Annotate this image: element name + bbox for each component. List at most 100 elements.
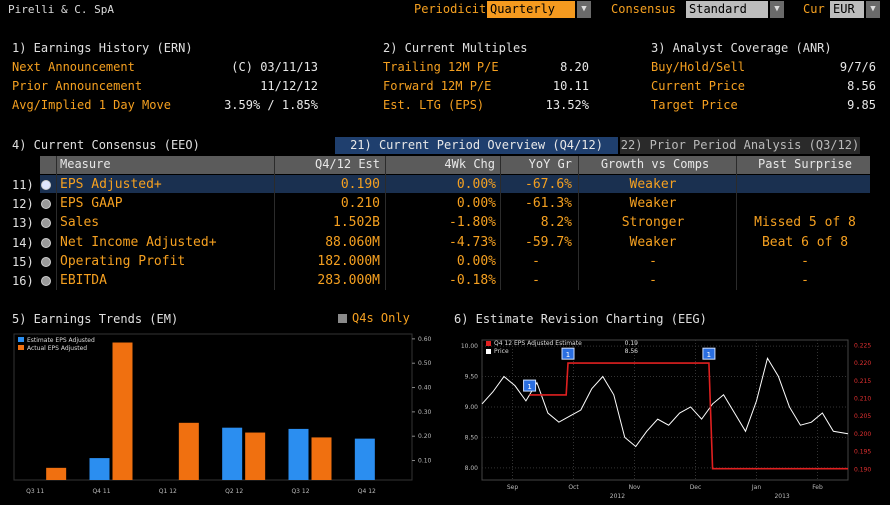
- currency-select[interactable]: EUR: [830, 1, 864, 18]
- bar-actual: [245, 432, 266, 480]
- prior-announcement-label: Prior Announcement: [12, 79, 143, 93]
- surprise-value: -: [801, 273, 809, 288]
- right-tick-label: 0.220: [854, 360, 871, 367]
- table-header: [40, 156, 870, 174]
- revision-marker: [523, 379, 537, 392]
- col-past-surprise[interactable]: Past Surprise: [758, 157, 852, 171]
- row-index: 12): [12, 197, 34, 211]
- col-yoy-gr[interactable]: YoY Gr: [528, 157, 572, 171]
- current-price-value: 8.56: [847, 79, 876, 93]
- right-tick-label: 0.200: [854, 431, 871, 438]
- bar-estimate: [222, 427, 243, 480]
- current-consensus-title[interactable]: 4) Current Consensus (EEO): [12, 138, 200, 152]
- chg-value: -0.18%: [449, 273, 496, 288]
- prior-announcement-value: 11/12/12: [260, 79, 318, 93]
- chg-value: 0.00%: [456, 254, 496, 269]
- col-4wk-chg[interactable]: 4Wk Chg: [444, 157, 495, 171]
- estimate-value: 0.190: [340, 177, 380, 192]
- column-divider: [578, 156, 579, 290]
- column-divider: [500, 156, 501, 290]
- q4s-only-checkbox[interactable]: [338, 314, 347, 323]
- earnings-history-title[interactable]: 1) Earnings History (ERN): [12, 41, 193, 55]
- row-radio[interactable]: [41, 276, 51, 286]
- left-tick-label: 9.50: [465, 374, 479, 381]
- next-announcement-value: (C) 03/11/13: [231, 60, 318, 74]
- legend-swatch: [486, 341, 491, 346]
- row-radio[interactable]: [41, 218, 51, 228]
- x-tick-label: Nov: [629, 484, 641, 491]
- measure-sales[interactable]: Sales: [60, 215, 100, 230]
- row-radio[interactable]: [41, 180, 51, 190]
- surprise-value[interactable]: Missed 5 of 8: [754, 215, 856, 230]
- row-radio[interactable]: [41, 199, 51, 209]
- ltg-label: Est. LTG (EPS): [383, 98, 485, 112]
- yoy-value: -: [532, 273, 540, 288]
- comps-value: Stronger: [621, 215, 685, 230]
- consensus-select[interactable]: Standard: [686, 1, 768, 18]
- col-estimate[interactable]: Q4/12 Est: [314, 157, 380, 171]
- measure-eps-adjusted[interactable]: EPS Adjusted+: [60, 177, 162, 192]
- bar-actual: [311, 437, 332, 480]
- x-tick-label: Q3 12: [291, 488, 309, 495]
- estimate-revision-title[interactable]: 6) Estimate Revision Charting (EEG): [454, 312, 707, 326]
- legend-last-value: 0.19: [625, 340, 639, 347]
- consensus-chevron-down-icon[interactable]: ▼: [770, 1, 784, 18]
- analyst-coverage-title[interactable]: 3) Analyst Coverage (ANR): [651, 41, 832, 55]
- chg-value: 0.00%: [456, 177, 496, 192]
- q4s-only-label[interactable]: Q4s Only: [352, 311, 410, 325]
- column-divider: [274, 156, 275, 290]
- tab-current-period-overview[interactable]: 21) Current Period Overview (Q4/12): [335, 137, 618, 154]
- comps-value: -: [649, 273, 657, 288]
- legend-entry: Price: [494, 348, 509, 355]
- x-tick-label: Jan: [751, 484, 761, 491]
- right-tick-label: 0.195: [854, 449, 871, 456]
- tab-prior-period-analysis[interactable]: 22) Prior Period Analysis (Q3/12): [620, 137, 860, 154]
- surprise-value[interactable]: Beat 6 of 8: [761, 235, 849, 250]
- periodicity-label: Periodicity: [414, 2, 494, 16]
- earnings-trends-title[interactable]: 5) Earnings Trends (EM): [12, 312, 179, 326]
- year-label: 2013: [774, 493, 789, 500]
- selected-row-highlight: [40, 175, 870, 193]
- estimate-value: 0.210: [340, 196, 380, 211]
- measure-ebitda[interactable]: EBITDA: [60, 273, 107, 288]
- bar-estimate: [89, 458, 110, 480]
- y-tick-label: 0.30: [418, 409, 432, 416]
- periodicity-chevron-down-icon[interactable]: ▼: [577, 1, 591, 18]
- right-tick-label: 0.210: [854, 395, 871, 402]
- periodicity-select[interactable]: Quarterly: [487, 1, 575, 18]
- measure-operating-profit[interactable]: Operating Profit: [60, 254, 186, 269]
- estimate-value: 88.060M: [325, 235, 380, 250]
- revision-marker-label: 1: [527, 383, 531, 391]
- revision-marker: [561, 347, 575, 360]
- chg-value: 0.00%: [456, 196, 496, 211]
- price-line: [481, 356, 849, 448]
- right-tick-label: 0.190: [854, 466, 871, 473]
- row-radio[interactable]: [41, 257, 51, 267]
- col-measure[interactable]: Measure: [60, 157, 111, 171]
- earnings-trends-chart: 0.10 0.20 0.30 0.40 0.50 0.60 Q3 11 Q4 11 Q1 12 Q…: [13, 333, 432, 495]
- estimate-value: 1.502B: [333, 215, 380, 230]
- currency-label: Cur: [803, 2, 825, 16]
- measure-eps-gaap[interactable]: EPS GAAP: [60, 196, 123, 211]
- bar-actual: [46, 467, 67, 480]
- measure-net-income-adjusted[interactable]: Net Income Adjusted+: [60, 235, 217, 250]
- column-divider: [385, 156, 386, 290]
- year-label: 2012: [610, 493, 625, 500]
- row-radio[interactable]: [41, 238, 51, 248]
- y-tick-label: 0.40: [418, 385, 432, 392]
- target-price-label: Target Price: [651, 98, 738, 112]
- bar-actual: [178, 422, 199, 480]
- currency-chevron-down-icon[interactable]: ▼: [866, 1, 880, 18]
- revision-marker: [702, 347, 716, 360]
- right-tick-label: 0.215: [854, 378, 871, 385]
- trailing-pe-value: 8.20: [560, 60, 589, 74]
- row-index: 11): [12, 178, 34, 192]
- y-tick-label: 0.60: [418, 336, 432, 343]
- yoy-value: -59.7%: [525, 235, 572, 250]
- legend-swatch: [18, 337, 24, 342]
- buy-hold-sell-label: Buy/Hold/Sell: [651, 60, 745, 74]
- current-multiples-title: 2) Current Multiples: [383, 41, 528, 55]
- legend-entry: Q4 12 EPS Adjusted Estimate: [494, 340, 582, 347]
- y-tick-label: 0.50: [418, 360, 432, 367]
- col-growth-vs-comps[interactable]: Growth vs Comps: [600, 157, 710, 171]
